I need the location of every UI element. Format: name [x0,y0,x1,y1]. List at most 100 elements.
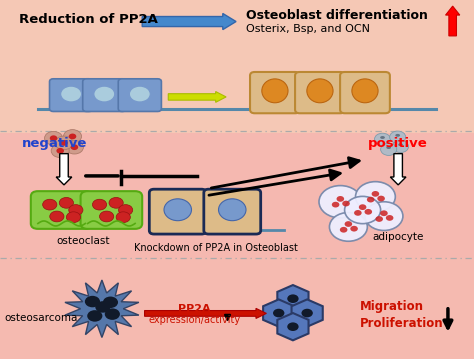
Circle shape [105,308,120,320]
Ellipse shape [219,199,246,221]
Bar [0,133,474,258]
Text: Migration: Migration [360,300,424,313]
Text: osteoclast: osteoclast [56,236,109,246]
Circle shape [332,202,339,208]
Circle shape [301,309,313,317]
Circle shape [45,131,63,145]
FancyBboxPatch shape [250,72,300,113]
Circle shape [103,297,118,308]
Circle shape [319,186,362,218]
Circle shape [337,196,344,202]
Circle shape [365,202,403,230]
Circle shape [56,148,64,154]
FancyArrow shape [142,14,236,30]
FancyArrow shape [168,92,226,102]
Bar [0,0,474,133]
Ellipse shape [262,79,288,103]
Circle shape [287,322,299,331]
Ellipse shape [398,143,403,146]
Circle shape [345,196,381,224]
FancyBboxPatch shape [295,72,345,113]
Text: positive: positive [368,137,428,150]
Circle shape [118,205,133,215]
Ellipse shape [380,136,385,139]
Polygon shape [292,299,323,327]
Polygon shape [277,285,309,312]
Circle shape [377,196,385,201]
Ellipse shape [395,134,400,137]
FancyBboxPatch shape [82,79,126,111]
Circle shape [50,211,64,222]
Circle shape [386,215,393,221]
Bar [0,258,474,359]
Circle shape [85,296,100,307]
Circle shape [390,131,406,143]
Circle shape [100,211,114,222]
FancyArrow shape [390,154,406,185]
Circle shape [65,140,83,154]
Circle shape [359,204,366,210]
Circle shape [64,130,82,143]
FancyBboxPatch shape [49,79,92,111]
Circle shape [69,134,76,139]
Circle shape [94,86,115,102]
Circle shape [71,144,78,150]
FancyArrow shape [446,6,460,36]
Ellipse shape [386,146,391,149]
FancyBboxPatch shape [118,79,161,111]
Circle shape [129,86,150,102]
Circle shape [50,135,57,141]
Circle shape [60,140,68,146]
Circle shape [92,199,107,210]
Circle shape [51,144,69,158]
Circle shape [345,221,352,227]
Circle shape [287,294,299,303]
Circle shape [381,143,397,155]
Circle shape [273,309,284,317]
Text: expression/activity: expression/activity [148,315,240,325]
Polygon shape [277,313,309,340]
Text: Osterix, Bsp, and OCN: Osterix, Bsp, and OCN [246,24,371,34]
Circle shape [365,209,372,215]
Circle shape [69,205,83,215]
Ellipse shape [164,199,191,221]
Circle shape [392,140,409,153]
Circle shape [95,301,110,313]
FancyArrow shape [145,308,266,318]
Text: osteosarcoma: osteosarcoma [5,313,78,323]
Circle shape [372,191,379,197]
Text: Osteoblast differentiation: Osteoblast differentiation [246,9,428,22]
Circle shape [329,213,367,241]
Circle shape [375,216,383,222]
Circle shape [59,197,73,208]
FancyBboxPatch shape [31,191,92,229]
Circle shape [350,226,358,232]
Text: Knockdown of PP2A in Osteoblast: Knockdown of PP2A in Osteoblast [134,243,298,253]
Polygon shape [263,299,294,327]
Ellipse shape [352,79,378,103]
Circle shape [374,133,391,145]
Ellipse shape [307,79,333,103]
Polygon shape [65,280,139,337]
FancyBboxPatch shape [149,189,206,234]
Circle shape [55,136,73,150]
FancyBboxPatch shape [204,189,261,234]
Circle shape [116,212,130,223]
Text: adipocyte: adipocyte [372,232,423,242]
Circle shape [342,201,350,206]
Circle shape [356,182,395,212]
FancyBboxPatch shape [81,191,142,229]
FancyArrow shape [56,154,72,185]
Circle shape [66,212,81,223]
Circle shape [61,86,82,102]
Text: Reduction of PP2A: Reduction of PP2A [19,13,158,26]
Circle shape [109,197,123,208]
Text: Proliferation: Proliferation [360,317,444,330]
Circle shape [380,210,388,216]
Text: negative: negative [22,137,87,150]
Circle shape [367,197,374,202]
Circle shape [340,227,347,233]
Text: PP2A: PP2A [178,304,210,314]
Circle shape [354,210,362,216]
Circle shape [43,199,57,210]
